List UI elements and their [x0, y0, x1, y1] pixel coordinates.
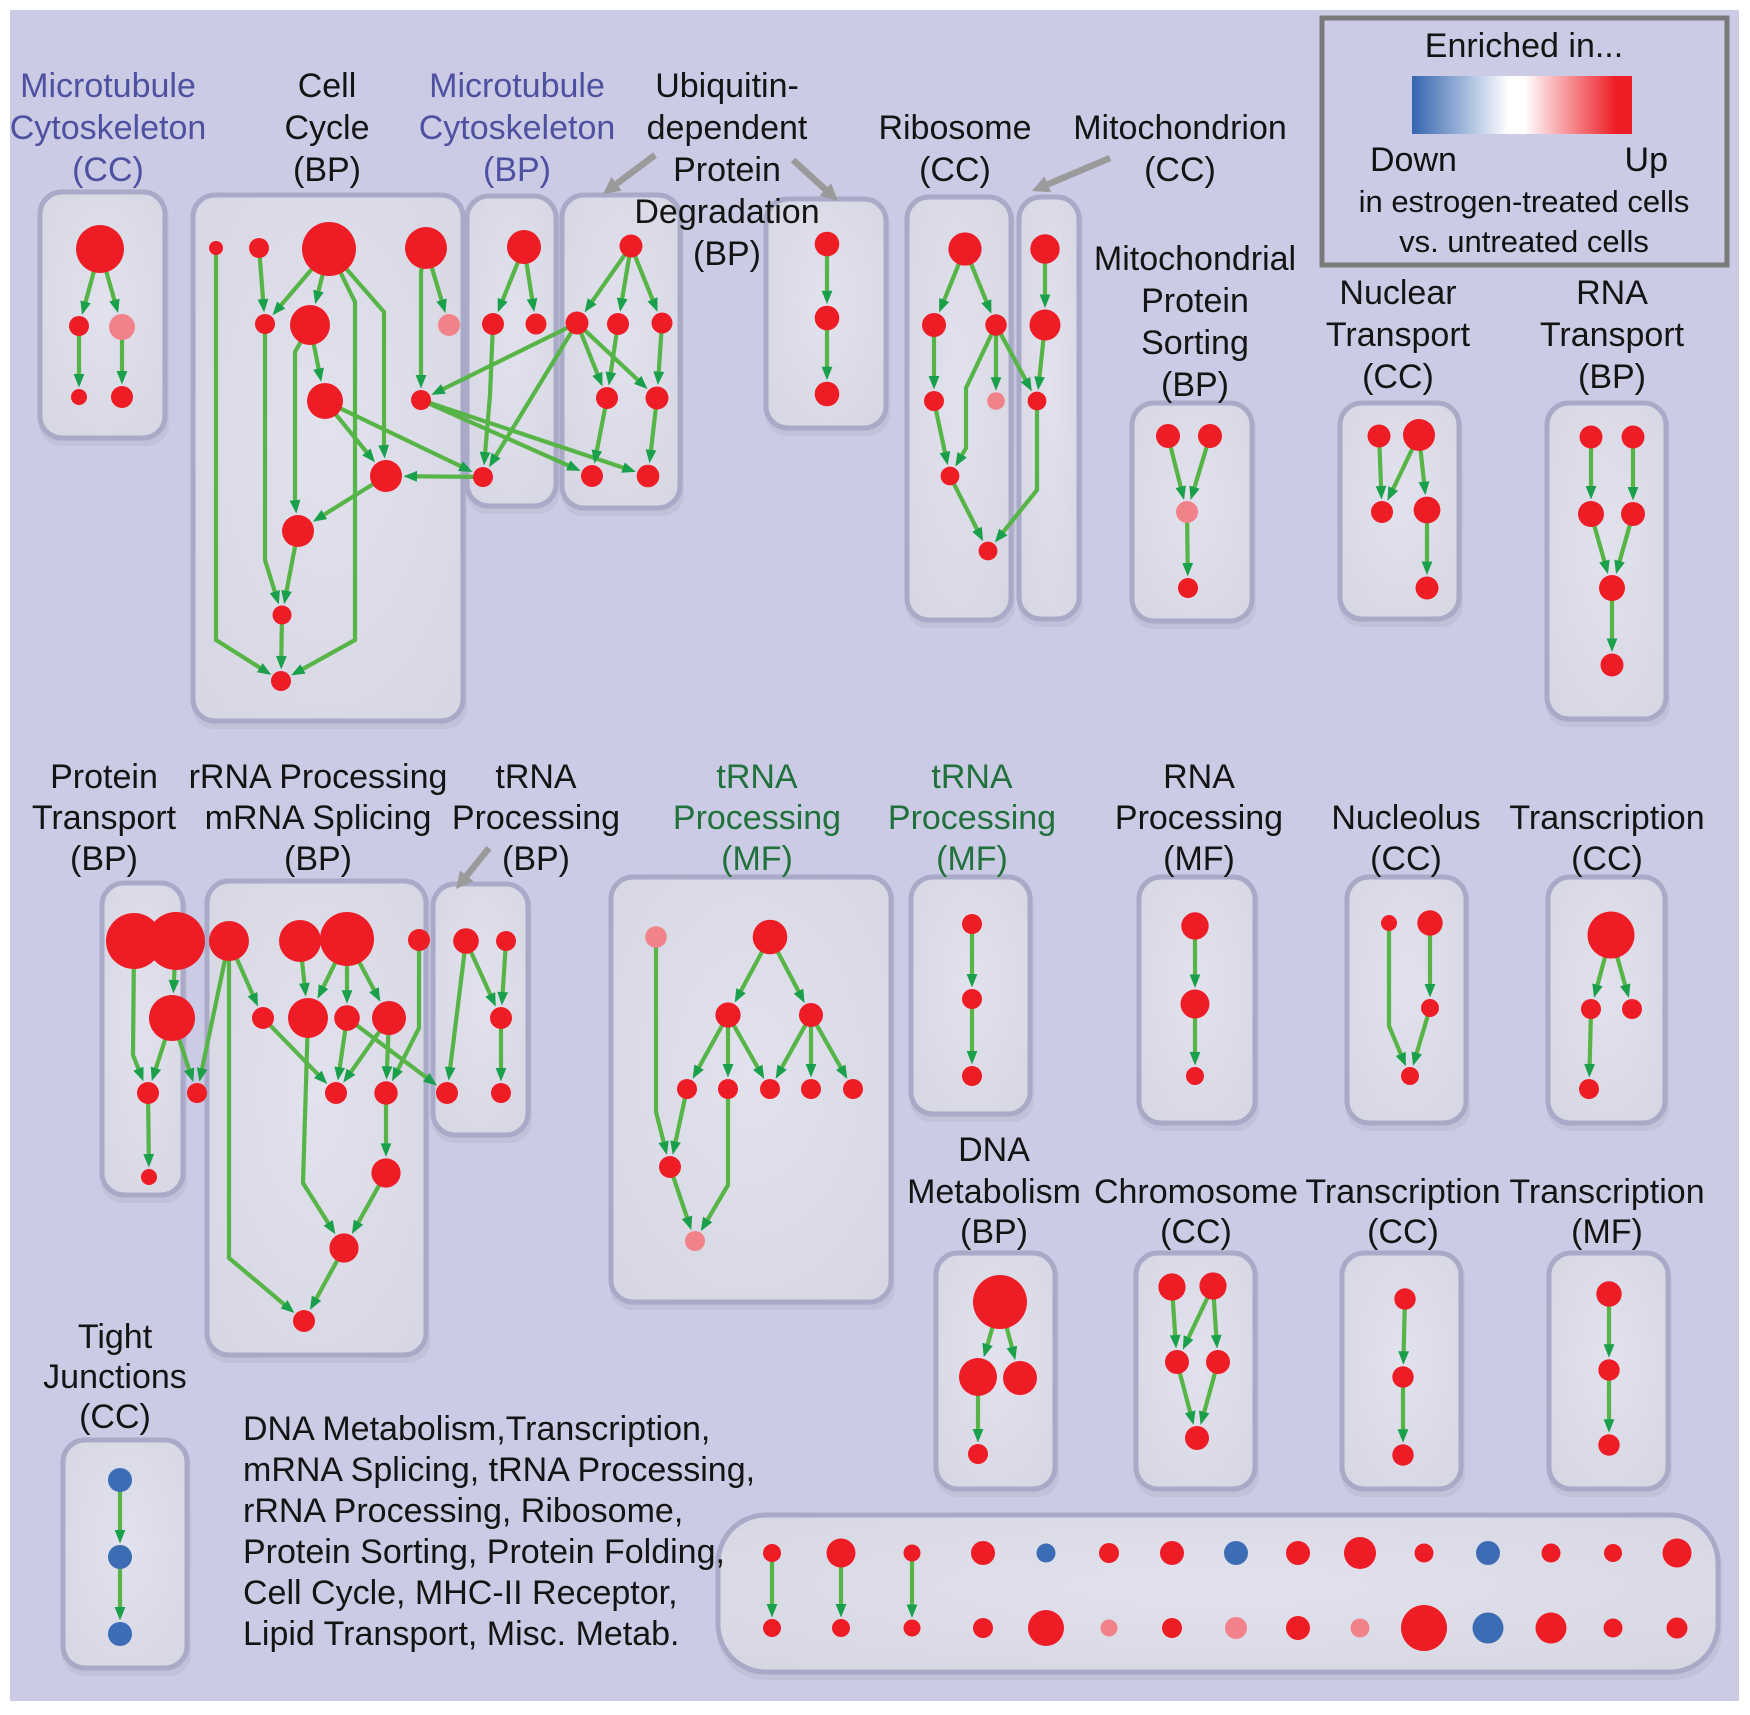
svg-text:(CC): (CC)	[1370, 840, 1442, 878]
svg-text:(CC): (CC)	[72, 151, 144, 189]
svg-text:Sorting: Sorting	[1141, 324, 1249, 362]
svg-text:Protein: Protein	[1141, 282, 1249, 320]
svg-text:Mitochondrion: Mitochondrion	[1073, 109, 1287, 147]
svg-text:(CC): (CC)	[1144, 151, 1216, 189]
svg-text:Metabolism: Metabolism	[907, 1173, 1081, 1211]
svg-text:Transcription: Transcription	[1509, 799, 1704, 837]
svg-text:Junctions: Junctions	[43, 1358, 187, 1396]
svg-text:rRNA Processing: rRNA Processing	[189, 758, 448, 796]
svg-text:Cell: Cell	[298, 67, 357, 105]
svg-text:Processing: Processing	[452, 799, 620, 837]
svg-text:(MF): (MF)	[1163, 840, 1235, 878]
svg-text:(BP): (BP)	[693, 235, 761, 273]
svg-text:Transport: Transport	[1326, 316, 1471, 354]
svg-text:Transcription: Transcription	[1509, 1173, 1704, 1211]
svg-text:Nucleolus: Nucleolus	[1331, 799, 1480, 837]
svg-text:Processing: Processing	[1115, 799, 1283, 837]
svg-text:vs. untreated cells: vs. untreated cells	[1399, 224, 1649, 259]
svg-text:tRNA: tRNA	[931, 758, 1013, 796]
svg-text:(BP): (BP)	[960, 1213, 1028, 1251]
svg-text:Transcription: Transcription	[1305, 1173, 1500, 1211]
svg-text:rRNA Processing, Ribosome,: rRNA Processing, Ribosome,	[243, 1492, 683, 1530]
svg-text:(BP): (BP)	[293, 151, 361, 189]
svg-text:Protein: Protein	[673, 151, 781, 189]
svg-text:Nuclear: Nuclear	[1339, 274, 1456, 312]
svg-text:Ubiquitin-: Ubiquitin-	[655, 67, 799, 105]
svg-text:Protein Sorting, Protein Foldi: Protein Sorting, Protein Folding,	[243, 1533, 725, 1571]
svg-text:RNA: RNA	[1576, 274, 1648, 312]
svg-text:Down: Down	[1370, 141, 1457, 179]
svg-text:Enriched in...: Enriched in...	[1425, 27, 1623, 65]
svg-text:Microtubule: Microtubule	[429, 67, 605, 105]
svg-text:(CC): (CC)	[1160, 1213, 1232, 1251]
svg-text:Cell Cycle, MHC-II Receptor,: Cell Cycle, MHC-II Receptor,	[243, 1574, 678, 1612]
svg-text:Transport: Transport	[32, 799, 177, 837]
svg-text:RNA: RNA	[1163, 758, 1235, 796]
svg-text:Degradation: Degradation	[634, 193, 819, 231]
svg-text:Transport: Transport	[1540, 316, 1685, 354]
svg-text:mRNA Splicing: mRNA Splicing	[205, 799, 432, 837]
svg-text:dependent: dependent	[647, 109, 808, 147]
svg-text:(CC): (CC)	[1367, 1213, 1439, 1251]
svg-text:Ribosome: Ribosome	[878, 109, 1031, 147]
svg-text:tRNA: tRNA	[716, 758, 798, 796]
svg-text:Cytoskeleton: Cytoskeleton	[419, 109, 616, 147]
svg-text:(CC): (CC)	[919, 151, 991, 189]
svg-text:Protein: Protein	[50, 758, 158, 796]
svg-text:(BP): (BP)	[70, 840, 138, 878]
svg-text:Processing: Processing	[673, 799, 841, 837]
svg-text:DNA Metabolism,Transcription,: DNA Metabolism,Transcription,	[243, 1410, 710, 1448]
svg-text:(CC): (CC)	[1571, 840, 1643, 878]
svg-text:Mitochondrial: Mitochondrial	[1094, 240, 1296, 278]
svg-text:Up: Up	[1625, 141, 1668, 179]
svg-text:in estrogen-treated cells: in estrogen-treated cells	[1359, 184, 1690, 219]
svg-text:(MF): (MF)	[721, 840, 793, 878]
svg-text:(MF): (MF)	[1571, 1213, 1643, 1251]
svg-text:Lipid Transport, Misc. Metab.: Lipid Transport, Misc. Metab.	[243, 1615, 680, 1653]
svg-text:(BP): (BP)	[284, 840, 352, 878]
svg-text:DNA: DNA	[958, 1131, 1030, 1169]
svg-text:Cycle: Cycle	[284, 109, 369, 147]
svg-text:tRNA: tRNA	[495, 758, 577, 796]
svg-text:mRNA Splicing, tRNA Processing: mRNA Splicing, tRNA Processing,	[243, 1451, 755, 1489]
svg-text:(BP): (BP)	[502, 840, 570, 878]
svg-text:Microtubule: Microtubule	[20, 67, 196, 105]
svg-text:(BP): (BP)	[1578, 358, 1646, 396]
svg-text:Chromosome: Chromosome	[1094, 1173, 1298, 1211]
svg-text:(CC): (CC)	[79, 1398, 151, 1436]
svg-text:(MF): (MF)	[936, 840, 1008, 878]
svg-text:Tight: Tight	[78, 1318, 153, 1356]
svg-text:(CC): (CC)	[1362, 358, 1434, 396]
svg-text:Cytoskeleton: Cytoskeleton	[10, 109, 207, 147]
svg-text:(BP): (BP)	[1161, 366, 1229, 404]
svg-text:Processing: Processing	[888, 799, 1056, 837]
svg-text:(BP): (BP)	[483, 151, 551, 189]
